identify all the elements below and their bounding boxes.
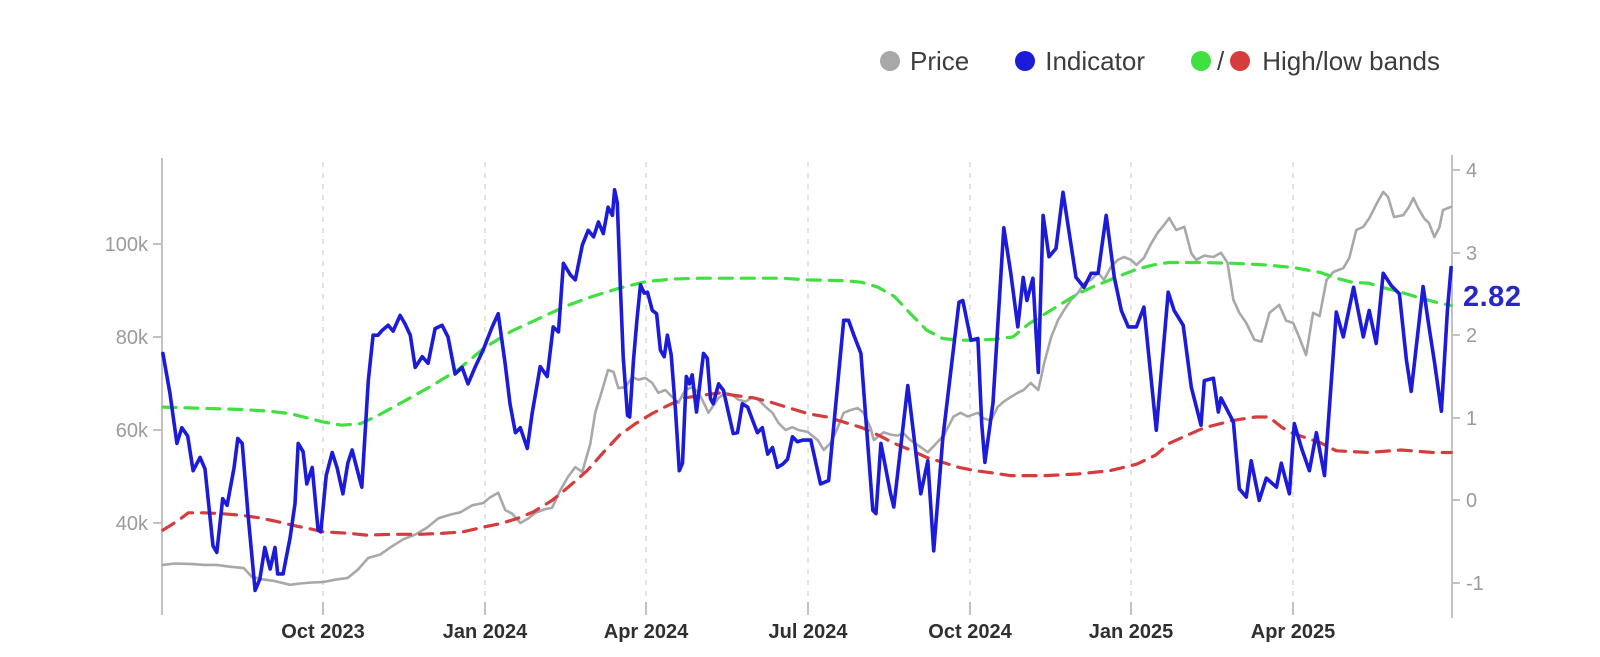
legend-item-bands[interactable]: / High/low bands: [1190, 46, 1440, 76]
y-right-tick-label: 0: [1466, 490, 1477, 512]
y-left-tick-label: 80k: [116, 327, 149, 349]
price-line: [161, 190, 1453, 587]
x-tick-label: Jan 2024: [443, 621, 528, 643]
x-tick-label: Oct 2023: [281, 621, 364, 643]
high-band-legend-dot-icon: [1190, 51, 1211, 71]
y-right-tick-label: 4: [1466, 160, 1477, 182]
x-tick-label: Jan 2025: [1089, 621, 1174, 643]
x-tick-marks: [322, 602, 1294, 615]
legend-separator: /: [1216, 46, 1225, 76]
y-left-tick-label: 100k: [105, 234, 149, 256]
legend-item-indicator[interactable]: Indicator: [1015, 48, 1145, 74]
x-tick-label: Apr 2024: [604, 621, 689, 643]
low-band-legend-dot-icon: [1230, 51, 1251, 71]
indicator-legend-dot-icon: [1015, 51, 1036, 71]
x-tick-label: Jul 2024: [769, 621, 849, 643]
low-band-line: [161, 391, 1453, 537]
price-legend-label: Price: [910, 46, 970, 76]
indicator-line: [161, 188, 1453, 593]
y-right-tick-label: 1: [1466, 408, 1477, 430]
indicator-legend-label: Indicator: [1045, 46, 1145, 76]
high-band-line: [161, 260, 1453, 427]
x-gridlines: [322, 162, 1294, 605]
y-right-tick-label: 2: [1466, 325, 1477, 347]
y-right-tick-label: -1: [1466, 573, 1484, 595]
y-left-tick-label: 60k: [116, 420, 149, 442]
price-legend-dot-icon: [880, 51, 900, 71]
bands-legend-label: High/low bands: [1262, 46, 1440, 76]
y-right-tick-marks: [1452, 169, 1460, 584]
x-tick-label: Apr 2025: [1251, 621, 1336, 643]
x-tick-label: Oct 2024: [928, 621, 1012, 643]
legend: Price Indicator / High/low bands: [880, 48, 1440, 74]
y-right-tick-label: 3: [1466, 243, 1477, 265]
legend-item-price[interactable]: Price: [880, 48, 969, 74]
y-left-tick-label: 40k: [116, 513, 149, 535]
y-left-tick-marks: [153, 243, 162, 524]
last-value-label: 2.82: [1463, 281, 1522, 313]
